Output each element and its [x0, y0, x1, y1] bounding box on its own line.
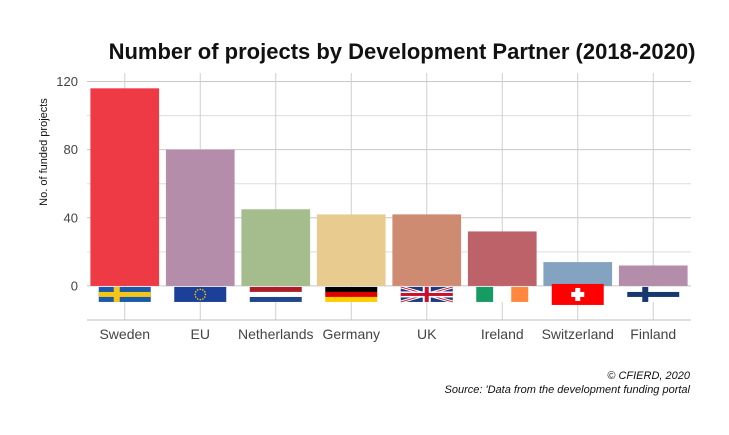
copyright-caption: © CFIERD, 2020 — [607, 370, 691, 382]
bar-netherlands — [241, 209, 311, 286]
y-tick-label: 40 — [64, 210, 78, 225]
x-tick-label: UK — [417, 326, 437, 342]
bar-ireland — [467, 231, 537, 286]
bar-sweden — [90, 88, 160, 286]
ireland-flag-icon — [476, 286, 529, 302]
bar-uk — [392, 214, 462, 286]
x-tick-label: Germany — [322, 326, 380, 342]
bar-germany — [316, 214, 386, 286]
y-axis-label: No. of funded projects — [38, 98, 50, 206]
flags — [98, 283, 680, 305]
sweden-flag-icon — [98, 286, 151, 302]
finland-flag-icon — [627, 286, 680, 302]
x-tick-label: Netherlands — [238, 326, 314, 342]
x-tick-label: Finland — [630, 326, 676, 342]
y-tick-label: 80 — [64, 142, 78, 157]
bar-switzerland — [543, 262, 613, 286]
bars — [90, 88, 688, 286]
chart-title: Number of projects by Development Partne… — [109, 39, 696, 64]
germany-flag-icon — [325, 286, 378, 302]
eu-flag-icon — [174, 286, 227, 302]
x-tick-label: Sweden — [99, 326, 150, 342]
netherlands-flag-icon — [249, 286, 302, 302]
x-tick-label: Ireland — [481, 326, 524, 342]
bar-eu — [165, 149, 235, 286]
uk-flag-icon — [400, 285, 454, 304]
source-caption: Source: 'Data from the development fundi… — [445, 384, 691, 396]
x-tick-label: EU — [191, 326, 210, 342]
x-axis: Sweden EU Netherlands Germany UK Ireland Switz… — [99, 326, 676, 342]
switzerland-flag-icon — [551, 283, 604, 305]
y-axis: 0 40 80 120 — [56, 74, 78, 293]
y-tick-label: 120 — [56, 74, 78, 89]
y-tick-label: 0 — [71, 278, 78, 293]
bar-finland — [618, 265, 688, 286]
x-tick-label: Switzerland — [542, 326, 614, 342]
